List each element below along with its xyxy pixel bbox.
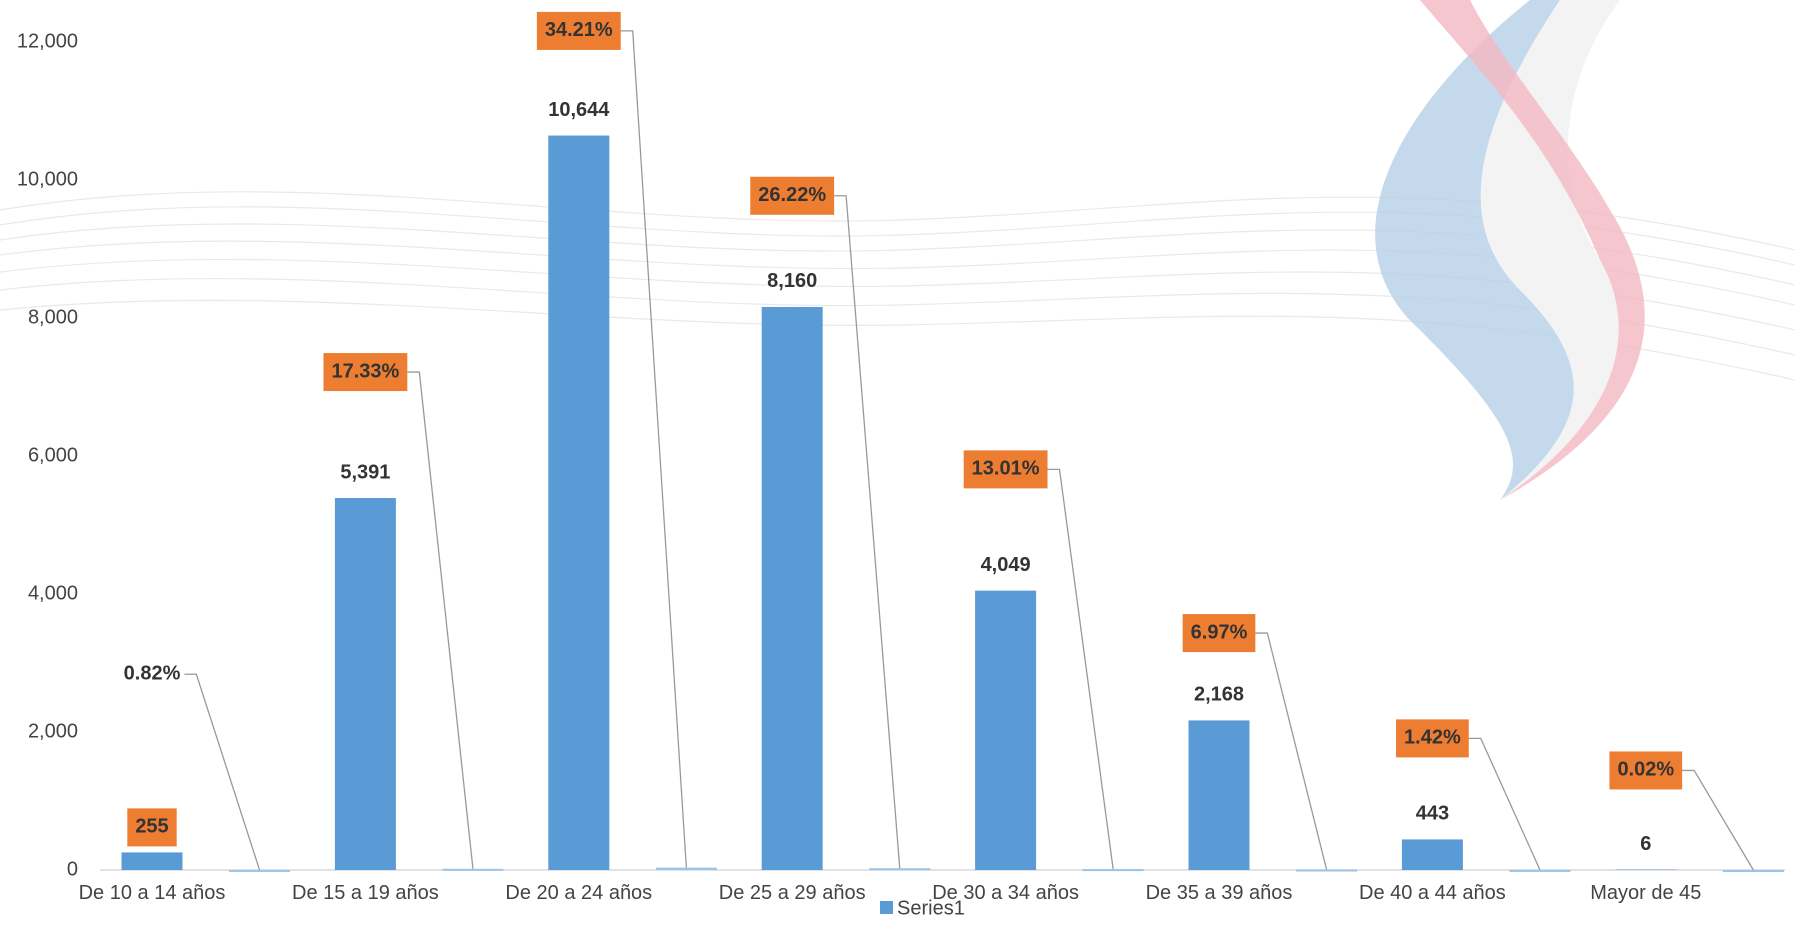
data-label-box (127, 808, 177, 847)
data-label-group: 26.22% (750, 176, 835, 215)
legend-swatch (880, 901, 893, 914)
data-label-box (750, 176, 835, 215)
x-tick-label: De 15 a 19 años (292, 882, 439, 904)
legend-label: Series1 (897, 897, 965, 919)
bar (975, 590, 1037, 870)
data-label: 2,168 (1194, 684, 1244, 706)
bar (1082, 869, 1144, 872)
data-label: 13.01% (972, 458, 1040, 480)
bar (1296, 869, 1358, 872)
leader-line (1468, 737, 1541, 871)
bar (761, 306, 823, 871)
data-label: 8,160 (767, 270, 817, 292)
y-tick-label: 6,000 (28, 444, 78, 466)
bar (1401, 839, 1463, 870)
data-label: 10,644 (548, 99, 610, 121)
data-label-group: 1.42% (1396, 719, 1469, 758)
background-waves (0, 191, 1795, 381)
y-tick-label: 2,000 (28, 720, 78, 742)
data-label: 34.21% (545, 19, 613, 41)
data-label-box (1396, 719, 1469, 758)
leader-line (407, 371, 474, 869)
x-tick-label: Mayor de 45 (1590, 882, 1702, 904)
data-label-box (1182, 614, 1256, 653)
data-label: 6.97% (1191, 621, 1248, 643)
data-label-group: 6 (1640, 833, 1651, 855)
data-label-group: 2,168 (1194, 684, 1244, 706)
leader-line (834, 195, 901, 869)
data-label-group: 34.21% (536, 11, 621, 50)
y-tick-label: 8,000 (28, 306, 78, 328)
data-label: 0.82% (124, 663, 181, 685)
data-label: 255 (135, 816, 168, 838)
y-tick-label: 12,000 (17, 30, 78, 52)
leader-line (1047, 468, 1114, 870)
data-label-group: 255 (127, 808, 177, 847)
bar (334, 498, 396, 870)
x-tick-label: De 35 a 39 años (1145, 882, 1293, 904)
data-label-box (536, 11, 621, 50)
leader-line (1255, 632, 1328, 870)
leader-line (184, 673, 261, 871)
data-label-group: 17.33% (323, 353, 408, 392)
bar (229, 869, 291, 872)
data-label-group: 5,391 (340, 461, 390, 483)
data-label-group: 0.82% (124, 663, 181, 685)
x-tick-label: De 10 a 14 años (78, 882, 226, 904)
data-label: 1.42% (1404, 727, 1461, 749)
data-label-box (1609, 751, 1683, 790)
data-label: 17.33% (331, 360, 399, 382)
data-label: 5,391 (340, 461, 390, 483)
bar (548, 135, 610, 871)
data-label: 0.02% (1617, 759, 1674, 781)
x-tick-label: De 20 a 24 años (505, 882, 653, 904)
data-label-group: 4,049 (981, 554, 1031, 576)
bar (121, 852, 183, 870)
leader-line (620, 30, 688, 868)
x-tick-label: De 40 a 44 años (1359, 882, 1506, 904)
data-label-group: 8,160 (767, 270, 817, 292)
data-label: 4,049 (981, 554, 1031, 576)
data-label-group: 0.02% (1609, 751, 1683, 790)
x-tick-label: De 30 a 34 años (932, 882, 1079, 904)
data-label-group: 10,644 (548, 99, 610, 121)
data-label-group: 443 (1416, 803, 1449, 825)
data-label-group: 13.01% (963, 450, 1048, 489)
data-label-box (963, 450, 1048, 489)
leader-line (1682, 769, 1754, 871)
bar (1188, 720, 1250, 870)
data-label: 26.22% (758, 184, 826, 206)
bar (869, 868, 931, 871)
data-label-group: 6.97% (1182, 614, 1256, 653)
background-ribbon (1375, 0, 1645, 500)
x-tick-label: De 25 a 29 años (718, 882, 866, 904)
bar (655, 867, 717, 870)
bar (442, 868, 504, 871)
bar (1722, 869, 1784, 872)
y-tick-label: 10,000 (17, 168, 78, 190)
data-label: 6 (1640, 833, 1651, 855)
y-tick-label: 0 (67, 858, 78, 880)
data-label: 443 (1416, 803, 1449, 825)
y-tick-label: 4,000 (28, 582, 78, 604)
data-label-box (323, 353, 408, 392)
bar (1509, 869, 1571, 872)
